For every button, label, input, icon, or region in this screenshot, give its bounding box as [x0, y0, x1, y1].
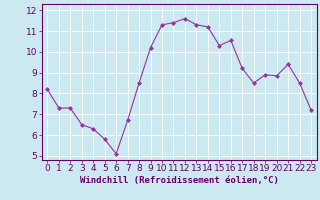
- X-axis label: Windchill (Refroidissement éolien,°C): Windchill (Refroidissement éolien,°C): [80, 176, 279, 185]
